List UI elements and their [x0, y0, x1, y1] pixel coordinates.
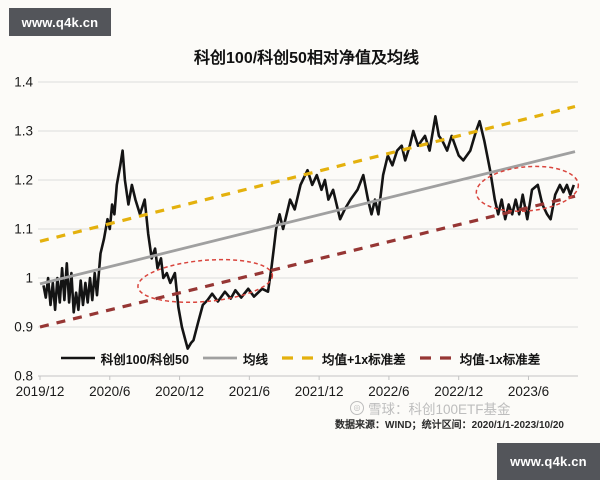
legend-item-2: 均值+1x标准差 — [281, 349, 406, 368]
chart-legend: 科创100/科创50 均线 均值+1x标准差 均值-1x标准差 — [0, 348, 600, 368]
x-tick-label: 2020/6 — [89, 384, 130, 399]
series-line-1 — [39, 150, 576, 286]
x-tick-label: 2021/12 — [295, 384, 344, 399]
highlight-ellipse-annotation — [137, 258, 274, 304]
y-tick-label: 1.4 — [14, 75, 33, 90]
y-tick-label: 0.8 — [14, 369, 33, 384]
xueqiu-watermark: ◎ 雪球：科创100ETF基金 — [350, 399, 590, 417]
y-tick-label: 1.2 — [14, 173, 33, 188]
y-tick-label: 1.1 — [14, 222, 33, 237]
watermark-badge-top-left: www.q4k.cn — [9, 8, 111, 36]
legend-item-3: 均值-1x标准差 — [419, 349, 541, 368]
y-tick-label: 0.9 — [14, 320, 33, 335]
data-source-caption: 数据来源：WIND；统计区间：2020/1/1-2023/10/20 — [335, 420, 564, 431]
legend-swatch-icon — [60, 356, 95, 360]
x-tick-label: 2023/6 — [508, 384, 549, 399]
y-tick-label: 1.3 — [14, 124, 33, 139]
x-tick-label: 2022/6 — [368, 384, 409, 399]
legend-swatch-icon — [281, 356, 316, 360]
y-tick-label: 1 — [25, 271, 33, 286]
series-line-2 — [39, 104, 576, 243]
legend-item-0: 科创100/科创50 — [60, 349, 189, 368]
legend-label: 均值+1x标准差 — [321, 352, 406, 367]
series-line-0 — [42, 115, 576, 350]
chart-title: 科创100/科创50相对净值及均线 — [194, 50, 419, 67]
watermark-url-text: www.q4k.cn — [510, 454, 587, 469]
series-line-3 — [39, 194, 576, 329]
legend-item-1: 均线 — [202, 349, 268, 368]
x-tick-label: 2020/12 — [155, 384, 204, 399]
x-tick-label: 2022/12 — [434, 384, 483, 399]
watermark-badge-bottom-right: www.q4k.cn — [497, 443, 600, 480]
x-tick-label: 2019/12 — [16, 384, 65, 399]
legend-swatch-icon — [419, 356, 454, 360]
xueqiu-circle-logo-icon: ◎ — [350, 401, 364, 415]
x-tick-label: 2021/6 — [229, 384, 270, 399]
xueqiu-watermark-text: 雪球：科创100ETF基金 — [368, 402, 511, 417]
legend-label: 均值-1x标准差 — [459, 352, 541, 367]
legend-label: 科创100/科创50 — [100, 352, 189, 367]
legend-label: 均线 — [242, 352, 268, 367]
watermark-url-text: www.q4k.cn — [21, 14, 99, 30]
legend-swatch-icon — [202, 356, 237, 360]
highlight-ellipse-annotation — [475, 165, 580, 212]
